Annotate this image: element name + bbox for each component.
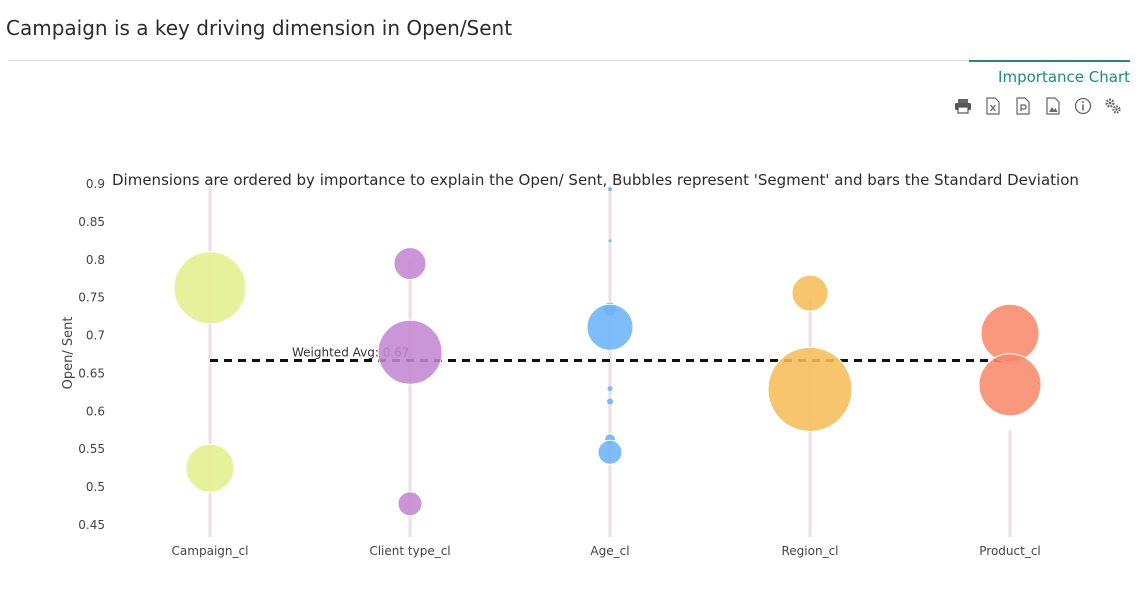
y-tick-label: 0.7 [86, 329, 105, 343]
x-tick-label: Campaign_cl [172, 544, 249, 558]
y-tick-label: 0.65 [78, 366, 105, 380]
tab-importance-chart[interactable]: Importance Chart [969, 60, 1130, 90]
y-tick-label: 0.6 [86, 404, 105, 418]
segment-bubble[interactable] [978, 353, 1042, 417]
x-axis-ticks: Campaign_cl Client type_cl Age_cl Region_cl… [172, 544, 1041, 558]
title-divider [8, 60, 1130, 61]
segment-bubble[interactable] [393, 247, 427, 281]
segment-bubble[interactable] [608, 187, 612, 192]
excel-export-icon[interactable] [983, 96, 1003, 116]
segment-bubble[interactable] [586, 303, 634, 351]
page-title: Campaign is a key driving dimension in O… [6, 16, 513, 40]
segment-bubble[interactable] [377, 319, 443, 385]
settings-icon[interactable] [1103, 96, 1123, 116]
bubbles [173, 187, 1042, 517]
y-tick-label: 0.45 [78, 518, 105, 532]
y-tick-label: 0.8 [86, 253, 105, 267]
segment-bubble[interactable] [608, 239, 612, 243]
y-axis-ticks: 0.9 0.85 0.8 0.75 0.7 0.65 0.6 0.55 0.5 0.45 [78, 177, 105, 532]
stddev-bar[interactable] [1008, 430, 1012, 537]
y-tick-label: 0.9 [86, 177, 105, 191]
y-axis-label: Open/ Sent [61, 317, 76, 390]
chart-subtitle: Dimensions are ordered by importance to … [112, 171, 1079, 189]
segment-bubble[interactable] [185, 443, 235, 493]
pdf-export-icon[interactable] [1013, 96, 1033, 116]
stddev-bar[interactable] [408, 259, 412, 537]
x-tick-label: Region_cl [781, 544, 838, 558]
chart-toolbar [953, 96, 1123, 116]
printer-icon[interactable] [953, 96, 973, 116]
x-tick-label: Age_cl [590, 544, 629, 558]
y-tick-label: 0.5 [86, 480, 105, 494]
segment-bubble[interactable] [397, 491, 423, 517]
y-tick-label: 0.75 [78, 291, 105, 305]
segment-bubble[interactable] [607, 386, 613, 392]
segment-bubble[interactable] [607, 398, 613, 405]
x-tick-label: Product_cl [979, 544, 1041, 558]
tab-label: Importance Chart [998, 68, 1130, 86]
x-tick-label: Client type_cl [369, 544, 450, 558]
segment-bubble[interactable] [173, 251, 247, 325]
segment-bubble[interactable] [791, 274, 829, 312]
y-tick-label: 0.85 [78, 215, 105, 229]
info-icon[interactable] [1073, 96, 1093, 116]
image-export-icon[interactable] [1043, 96, 1063, 116]
segment-bubble[interactable] [597, 439, 623, 465]
y-tick-label: 0.55 [78, 442, 105, 456]
segment-bubble[interactable] [767, 346, 853, 432]
